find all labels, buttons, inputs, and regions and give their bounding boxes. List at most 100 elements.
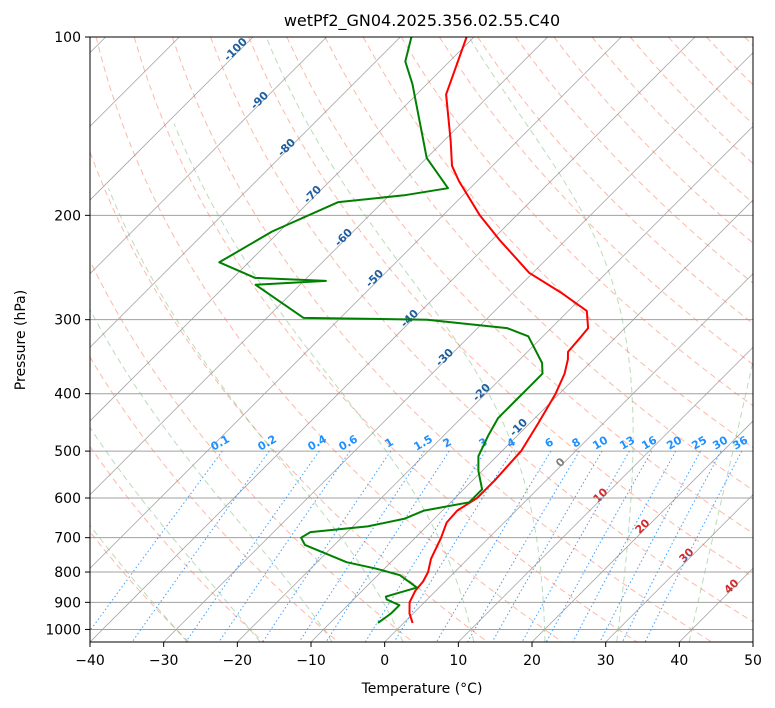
x-tick-label: 10 — [449, 653, 467, 669]
mixing-ratio-label: 0.4 — [306, 432, 330, 453]
dry-adiabat-line — [90, 259, 414, 642]
x-tick-label: −30 — [149, 653, 179, 669]
mixing-ratio-label: 6 — [543, 435, 556, 450]
x-tick-label: 40 — [670, 653, 688, 669]
dry-adiabat-line — [553, 37, 753, 244]
dry-adiabat-line — [744, 37, 753, 47]
mixing-ratio-label: 0.6 — [337, 432, 361, 453]
dry-adiabat-line — [90, 356, 339, 642]
mixing-ratio-line — [545, 450, 653, 642]
temperature-profile-line — [408, 37, 590, 624]
isotherm-line — [90, 37, 254, 201]
mixing-ratio-lines: 0.1 0.2 0.4 0.6 1 1.5 2 3 4 6 8 10 13 16 20 25 30 36 — [90, 432, 750, 642]
x-tick-label: 20 — [523, 653, 541, 669]
dry-adiabat-line — [210, 37, 753, 623]
isotherm-line — [163, 52, 753, 642]
plot-frame — [89, 36, 754, 643]
mixing-ratio-label: 20 — [664, 433, 684, 452]
moist-adiabat-label: 40 — [722, 576, 742, 596]
dry-adiabat-line — [90, 445, 264, 642]
x-tick-label: 30 — [597, 653, 615, 669]
mixing-ratio-line — [621, 450, 722, 642]
mixing-ratio-line — [262, 450, 392, 642]
dewpoint-profile-line — [218, 37, 544, 624]
mixing-ratio-line — [325, 450, 450, 642]
mixing-ratio-label: 25 — [689, 434, 709, 453]
moist-adiabat-label: 20 — [633, 516, 653, 536]
y-tick-label: 600 — [54, 491, 81, 507]
mixing-ratio-line — [218, 450, 351, 642]
isotherm-label: -60 — [332, 226, 355, 249]
moist-adiabat-label: 10 — [591, 485, 611, 505]
isotherms: -100-90-80-70-60-50-40-30-20-10 — [90, 37, 753, 642]
y-tick-label: 500 — [54, 444, 81, 460]
mixing-ratio-label: 2 — [441, 435, 454, 450]
isotherm-line — [237, 125, 753, 642]
profile-series — [218, 37, 590, 624]
isotherm-line — [90, 37, 327, 275]
moist-adiabat-line — [762, 37, 775, 642]
x-tick-label: −40 — [75, 653, 105, 669]
mixing-ratio-label: 1.5 — [412, 432, 435, 453]
mixing-ratio-line — [90, 450, 223, 632]
dry-adiabat-line — [171, 37, 712, 642]
isotherm-line — [90, 37, 401, 348]
mixing-ratio-line — [491, 450, 603, 642]
mixing-ratio-label: 10 — [590, 433, 610, 452]
mixing-ratio-label: 13 — [617, 434, 637, 453]
isotherm-label: -70 — [301, 183, 324, 206]
isotherm-line — [90, 37, 548, 496]
mixing-ratio-line — [572, 450, 677, 642]
moist-adiabat-label: 0 — [553, 455, 568, 470]
mixing-ratio-line — [364, 450, 486, 642]
moist-adiabat-line — [468, 37, 634, 642]
mixing-ratio-line — [644, 450, 743, 642]
isotherm-label: -90 — [248, 89, 271, 112]
isotherm-line — [90, 37, 622, 569]
moist-adiabat-label: 30 — [677, 545, 697, 565]
isotherm-label: -50 — [363, 267, 386, 290]
dry-adiabat-line — [324, 37, 753, 491]
moist-adiabat-line — [90, 308, 333, 642]
mixing-ratio-label: 0.1 — [209, 432, 232, 453]
mixing-ratio-label: 16 — [639, 433, 659, 452]
y-tick-label: 700 — [54, 531, 81, 547]
mixing-ratio-line — [521, 450, 630, 642]
x-axis: −40 −30 −20 −10 0 10 20 30 40 50 — [75, 642, 762, 669]
y-tick-label: 1000 — [45, 622, 81, 638]
isotherm-line — [310, 199, 753, 642]
isotherm-line — [458, 346, 753, 642]
moist-adiabat-line — [173, 123, 475, 642]
chart-title: wetPf2_GN04.2025.356.02.55.C40 — [284, 11, 560, 31]
y-axis-label: Pressure (hPa) — [13, 290, 29, 390]
y-tick-label: 800 — [54, 565, 81, 581]
isotherm-line — [90, 37, 696, 642]
dry-adiabat-line — [438, 37, 753, 366]
isotherm-line — [679, 567, 753, 642]
mixing-ratio-line — [131, 450, 270, 642]
y-axis: 100 200 300 400 500 600 700 800 900 1000 — [45, 30, 90, 638]
mixing-ratio-label: 8 — [570, 435, 583, 450]
isotherm-label: -80 — [275, 136, 298, 159]
mixing-ratio-label: 36 — [730, 433, 750, 452]
y-tick-label: 200 — [54, 208, 81, 224]
mixing-ratio-line — [185, 450, 320, 642]
dry-adiabat-line — [133, 37, 638, 642]
isotherm-label: -20 — [470, 381, 493, 404]
x-tick-label: −20 — [223, 653, 253, 669]
mixing-ratio-line — [599, 450, 701, 642]
y-tick-label: 900 — [54, 595, 81, 611]
dry-adiabat-line — [90, 150, 488, 642]
dry-adiabats — [90, 37, 753, 642]
isotherm-line — [531, 420, 753, 642]
x-axis-label: Temperature (°C) — [361, 681, 483, 697]
mixing-ratio-line — [393, 450, 513, 642]
dry-adiabat-line — [95, 37, 563, 642]
dry-adiabat-line — [248, 37, 753, 578]
dry-adiabat-line — [477, 37, 753, 325]
x-tick-label: −10 — [296, 653, 326, 669]
isotherm-line — [605, 494, 753, 642]
mixing-ratio-line — [435, 450, 552, 642]
mixing-ratio-label: 0.2 — [256, 432, 279, 453]
